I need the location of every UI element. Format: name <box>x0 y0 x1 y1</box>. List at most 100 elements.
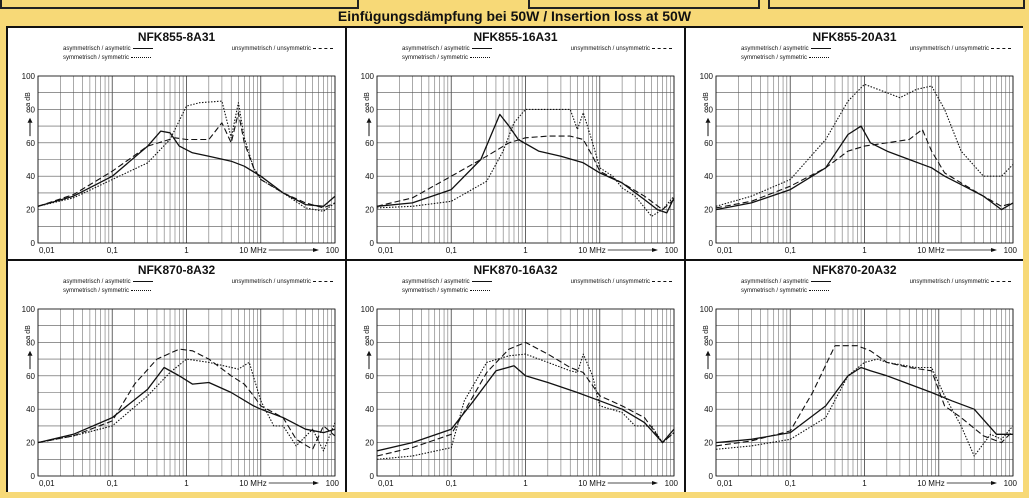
legend-label: unsymmetrisch / unsymmetric <box>909 279 989 285</box>
y-tick-label: 0 <box>31 472 36 481</box>
y-tick-label: 20 <box>704 439 713 448</box>
series-line-dotted <box>376 108 675 217</box>
legend-row: asymmetrisch / asymetric unsymmetrisch / … <box>63 278 333 287</box>
chart-plot: 0 20 40 60 80 100 a dB 0,01 0,1 1 10 MHz 100 <box>22 305 340 488</box>
legend-label: unsymmetrisch / unsymmetric <box>231 46 311 52</box>
y-tick-label: 60 <box>26 372 35 381</box>
y-tick-label: 60 <box>365 139 374 148</box>
series-line-dashed <box>715 345 1014 447</box>
chart-legend: asymmetrisch / asymetric unsymmetrisch / … <box>402 45 672 63</box>
legend-label: asymmetrisch / asymetric <box>402 279 470 285</box>
x-tick-label: 100 <box>665 479 679 488</box>
legend-label: symmetrisch / symmetric <box>63 288 129 294</box>
x-tick-label: 0,01 <box>378 246 394 255</box>
legend-item-unsym: unsymmetrisch / unsymmetric <box>232 45 333 54</box>
legend-label: symmetrisch / symmetric <box>741 288 807 294</box>
legend-item-sym: symmetrisch / symmetric <box>402 54 490 63</box>
x-tick-label: 1 <box>523 246 528 255</box>
legend-row: symmetrisch / symmetric <box>402 287 672 296</box>
y-tick-label: 100 <box>700 305 714 314</box>
legend-item-asym: asymmetrisch / asymetric <box>63 45 153 54</box>
legend-item-sym: symmetrisch / symmetric <box>402 287 490 296</box>
legend-swatch-dashed <box>652 47 672 49</box>
y-axis-unit: a dB <box>364 325 371 340</box>
legend-item-asym: asymmetrisch / asymetric <box>402 278 492 287</box>
chart-legend: asymmetrisch / asymetric unsymmetrisch / … <box>402 278 672 296</box>
x-tick-label: 10 MHz <box>917 479 945 488</box>
legend-row: asymmetrisch / asymetric unsymmetrisch / … <box>63 45 333 54</box>
y-tick-label: 0 <box>31 239 36 248</box>
legend-item-asym: asymmetrisch / asymetric <box>402 45 492 54</box>
y-tick-label: 60 <box>26 139 35 148</box>
y-axis-arrowhead <box>366 350 372 356</box>
y-tick-label: 80 <box>26 105 35 114</box>
legend-label: asymmetrisch / asymetric <box>741 279 809 285</box>
legend-label: unsymmetrisch / unsymmetric <box>909 46 989 52</box>
plot-frame <box>37 75 336 244</box>
series-line-solid <box>376 365 675 452</box>
legend-row: symmetrisch / symmetric <box>741 54 1011 63</box>
chart-plot: 0 20 40 60 80 100 a dB 0,01 0,1 1 10 MHz 100 <box>22 72 340 255</box>
y-tick-label: 20 <box>26 206 35 215</box>
chart-legend: asymmetrisch / asymetric unsymmetrisch / … <box>63 45 333 63</box>
legend-swatch-dashed <box>991 47 1011 49</box>
y-tick-label: 40 <box>365 405 374 414</box>
x-tick-label: 0,1 <box>446 246 458 255</box>
chart-title: NFK870-8A32 <box>137 263 216 277</box>
legend-swatch-solid <box>810 47 831 49</box>
chart-panel: NFK855-20A31 asymmetrisch / asymetric unsy… <box>686 28 1023 259</box>
legend-row: asymmetrisch / asymetric unsymmetrisch / … <box>402 278 672 287</box>
x-tick-label: 100 <box>665 246 679 255</box>
legend-swatch-dashed <box>313 280 333 282</box>
legend-swatch-dashed <box>313 47 333 49</box>
legend-row: symmetrisch / symmetric <box>63 287 333 296</box>
x-tick-label: 0,1 <box>785 246 797 255</box>
y-axis-arrowhead <box>27 117 33 123</box>
y-tick-label: 80 <box>704 338 713 347</box>
legend-swatch-solid <box>471 280 492 282</box>
legend-item-sym: symmetrisch / symmetric <box>63 54 151 63</box>
x-tick-label: 100 <box>1004 246 1018 255</box>
legend-item-asym: asymmetrisch / asymetric <box>741 278 831 287</box>
x-tick-label: 1 <box>523 479 528 488</box>
x-tick-label: 1 <box>862 479 867 488</box>
x-tick-label: 1 <box>184 479 189 488</box>
series-line-dashed <box>715 128 1014 209</box>
legend-swatch-solid <box>471 47 492 49</box>
series-line-solid <box>715 366 1013 444</box>
y-axis-unit: a dB <box>703 325 710 340</box>
chart-title: NFK870-20A32 <box>812 263 897 277</box>
series-line-dashed <box>37 112 336 209</box>
series-line-dotted <box>37 100 336 212</box>
legend-swatch-solid <box>132 280 153 282</box>
x-tick-label: 1 <box>862 246 867 255</box>
x-tick-label: 0,1 <box>107 246 119 255</box>
y-tick-label: 40 <box>26 172 35 181</box>
legend-swatch-dashed <box>652 280 672 282</box>
legend-item-unsym: unsymmetrisch / unsymmetric <box>910 45 1011 54</box>
x-axis-arrowhead <box>991 248 997 252</box>
x-tick-label: 0,01 <box>378 479 394 488</box>
legend-label: asymmetrisch / asymetric <box>63 46 131 52</box>
x-tick-label: 1 <box>184 246 189 255</box>
legend-swatch-dashed <box>991 280 1011 282</box>
series-line-solid <box>376 113 675 214</box>
x-tick-label: 0,1 <box>446 479 458 488</box>
legend-label: unsymmetrisch / unsymmetric <box>231 279 311 285</box>
chart-plot: 0 20 40 60 80 100 a dB 0,01 0,1 1 10 MHz 100 <box>700 305 1018 488</box>
y-axis-unit: a dB <box>25 92 32 107</box>
chart-title: NFK855-20A31 <box>812 30 897 44</box>
x-axis-arrowhead <box>313 248 319 252</box>
x-axis-arrowhead <box>652 481 658 485</box>
y-tick-label: 100 <box>361 305 375 314</box>
legend-item-sym: symmetrisch / symmetric <box>741 287 829 296</box>
legend-row: symmetrisch / symmetric <box>741 287 1011 296</box>
y-tick-label: 20 <box>365 206 374 215</box>
legend-item-unsym: unsymmetrisch / unsymmetric <box>232 278 333 287</box>
x-tick-label: 0,01 <box>39 479 55 488</box>
plot-frame <box>376 308 675 477</box>
page-heading: Einfügungsdämpfung bei 50W / Insertion l… <box>337 8 692 24</box>
legend-label: unsymmetrisch / unsymmetric <box>570 46 650 52</box>
series-line-dashed <box>376 341 675 457</box>
chart-title: NFK870-16A32 <box>473 263 558 277</box>
